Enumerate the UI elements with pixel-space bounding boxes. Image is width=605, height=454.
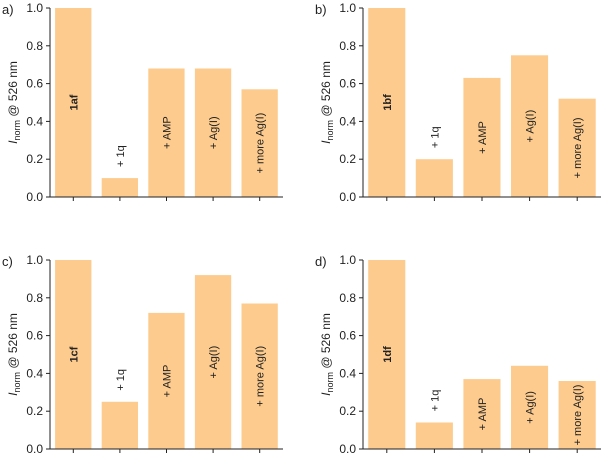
bar--amp (463, 77, 501, 197)
y-tick-label: 0.4 (26, 366, 43, 380)
y-axis-label-sub: norm (12, 372, 22, 393)
category-label: + Ag(I) (208, 116, 220, 149)
category-label: 1af (68, 94, 80, 110)
bar--1q (101, 401, 138, 450)
y-tick-label: 0.8 (26, 291, 43, 305)
bar-1bf (368, 8, 406, 197)
category-label: + Ag(I) (525, 391, 537, 424)
y-tick-label: 0.2 (26, 152, 43, 166)
bar-1af (55, 8, 92, 197)
y-tick-label: 0.4 (26, 114, 43, 128)
category-label: + more Ag(I) (572, 117, 584, 178)
y-axis-label-rest: @ 526 nm (6, 313, 20, 372)
y-tick-label: 0.2 (339, 404, 356, 418)
category-label: 1bf (382, 94, 394, 111)
bar--amp (148, 68, 185, 197)
y-axis-label-italic: I (319, 392, 333, 396)
y-tick-label: 0.4 (339, 114, 356, 128)
bar--more-ag-i- (558, 98, 596, 197)
y-axis-label-rest: @ 526 nm (319, 61, 333, 120)
bar--1q (101, 178, 138, 197)
category-label: + more Ag(I) (255, 346, 267, 407)
y-tick-label: 0.8 (339, 39, 356, 53)
category-label: + 1q (429, 390, 441, 412)
y-tick-label: 1.0 (339, 1, 356, 15)
category-label: + Ag(I) (208, 346, 220, 379)
y-tick-label: 0.2 (339, 152, 356, 166)
y-tick-label: 0.2 (26, 404, 43, 418)
category-label: + Ag(I) (525, 110, 537, 143)
y-tick-label: 0.0 (339, 442, 356, 454)
bar-1cf (55, 260, 92, 449)
y-axis-label-sub: norm (325, 372, 335, 393)
y-axis-label-sub: norm (325, 120, 335, 141)
bar--more-ag-i- (241, 303, 278, 449)
y-tick-label: 1.0 (26, 1, 43, 15)
category-label: 1cf (68, 346, 80, 362)
bar--more-ag-i- (241, 89, 278, 197)
bar--ag-i- (194, 275, 232, 449)
y-axis-label: Inorm @ 526 nm (6, 313, 22, 396)
bar--ag-i- (511, 365, 549, 449)
bar--more-ag-i- (558, 381, 596, 449)
bar--1q (415, 159, 453, 197)
y-axis-label-italic: I (319, 140, 333, 144)
category-label: + more Ag(I) (255, 113, 267, 174)
chart-panel-2: 0.0 0.2 0.4 0.6 0.8 1.0 1bf + 1q + AMP + Ag(I) + m… (315, 1, 601, 204)
panel-letter: c) (2, 254, 13, 269)
panel-letter: d) (315, 254, 327, 269)
y-tick-label: 0.6 (26, 329, 43, 343)
y-tick-label: 0.6 (26, 77, 43, 91)
y-tick-label: 0.6 (339, 329, 356, 343)
y-axis-label-italic: I (6, 392, 20, 396)
y-tick-label: 0.0 (26, 442, 43, 454)
bar--amp (463, 379, 501, 449)
y-tick-label: 1.0 (339, 253, 356, 267)
panel-letter: a) (2, 2, 14, 17)
y-tick-label: 0.4 (339, 366, 356, 380)
y-tick-label: 0.0 (339, 190, 356, 204)
category-label: + AMP (162, 365, 174, 398)
bar--ag-i- (511, 55, 549, 198)
category-label: 1df (382, 346, 394, 363)
bar-1df (368, 260, 406, 449)
y-tick-label: 0.8 (339, 291, 356, 305)
y-axis-label-rest: @ 526 nm (6, 61, 20, 120)
category-label: + AMP (162, 116, 174, 149)
y-axis-label: Inorm @ 526 nm (319, 61, 335, 144)
chart-panel-1: 0.0 0.2 0.4 0.6 0.8 1.0 1af + 1q + AMP + Ag(I) + m… (2, 1, 283, 204)
chart-panel-3: 0.0 0.2 0.4 0.6 0.8 1.0 1cf + 1q + AMP + Ag(I) + m… (2, 253, 283, 454)
y-tick-label: 0.8 (26, 39, 43, 53)
category-label: + AMP (477, 398, 489, 431)
bar--1q (415, 422, 453, 449)
category-label: + AMP (477, 121, 489, 154)
category-label: + 1q (429, 126, 441, 148)
y-tick-label: 0.0 (26, 190, 43, 204)
category-label: + 1q (115, 145, 127, 167)
category-label: + more Ag(I) (572, 385, 584, 446)
panel-letter: b) (315, 2, 327, 17)
y-axis-label: Inorm @ 526 nm (319, 313, 335, 396)
y-axis-label: Inorm @ 526 nm (6, 61, 22, 144)
y-axis-label-italic: I (6, 140, 20, 144)
chart-panel-4: 0.0 0.2 0.4 0.6 0.8 1.0 1df + 1q + AMP + Ag(I) + m… (315, 253, 601, 454)
y-axis-label-rest: @ 526 nm (319, 313, 333, 372)
y-axis-label-sub: norm (12, 120, 22, 141)
y-tick-label: 0.6 (339, 77, 356, 91)
category-label: + 1q (115, 369, 127, 391)
y-tick-label: 1.0 (26, 253, 43, 267)
bar--ag-i- (194, 68, 232, 197)
bar--amp (148, 312, 185, 449)
